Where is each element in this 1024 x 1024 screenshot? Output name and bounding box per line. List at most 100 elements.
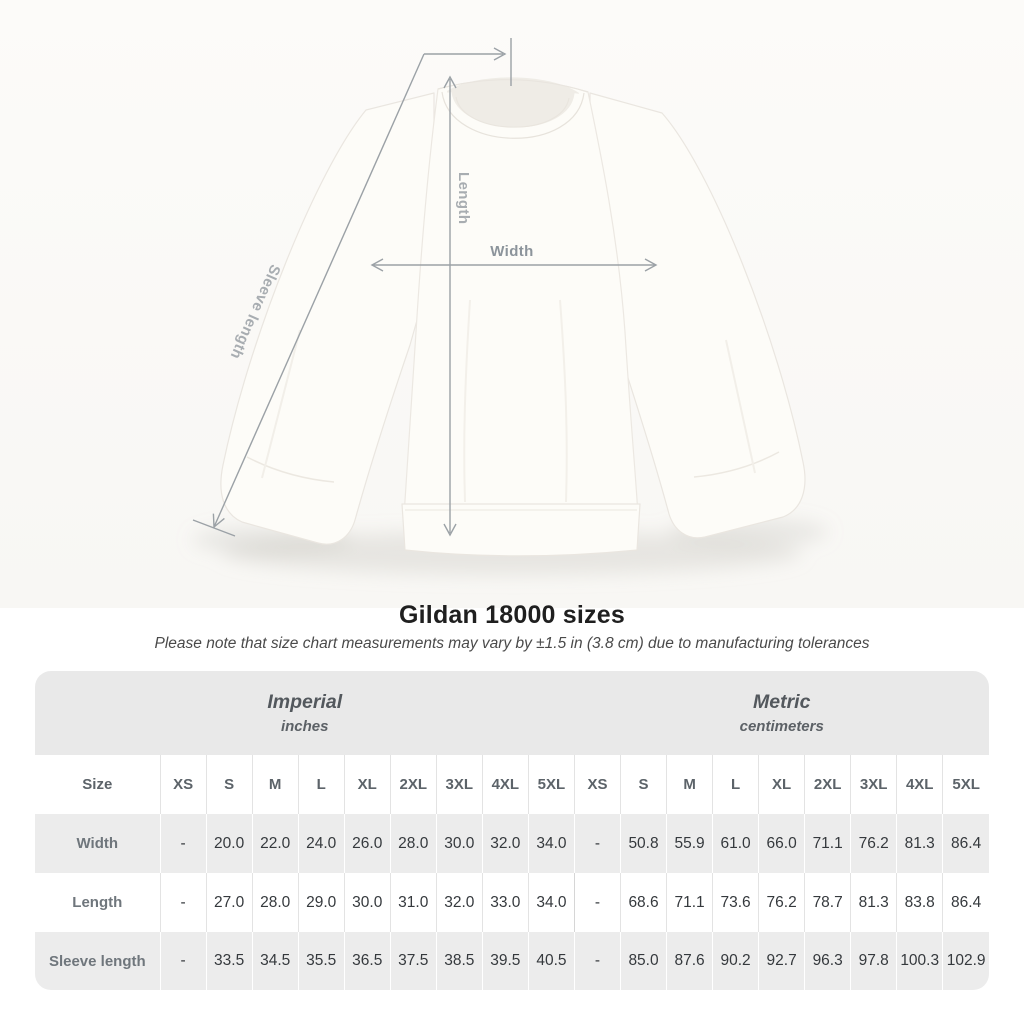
length-arrowhead-bottom-icon (443, 523, 457, 537)
metric-title: Metric (753, 691, 811, 713)
value-cell: 76.2 (850, 814, 897, 873)
value-cell: 30.0 (343, 873, 391, 932)
width-arrowhead-left-icon (370, 258, 384, 272)
width-row: Width - 20.0 22.0 24.0 26.0 28.0 30.0 32… (35, 814, 989, 873)
size-header-imperial: M (251, 755, 299, 814)
value-cell: 39.5 (481, 932, 529, 990)
row-label-sleeve-length: Sleeve length (35, 932, 161, 990)
value-cell: 73.6 (712, 873, 759, 932)
value-cell: 102.9 (942, 932, 989, 990)
size-header-imperial: XS (159, 755, 207, 814)
sleeve-arrowhead-end-icon (212, 513, 225, 529)
value-cell: 86.4 (942, 814, 989, 873)
value-cell: 27.0 (205, 873, 253, 932)
value-cell: 55.9 (666, 814, 713, 873)
value-cell: 71.1 (666, 873, 713, 932)
value-cell: 40.5 (527, 932, 575, 990)
imperial-group-header: Imperial inches (35, 671, 575, 755)
value-cell: 34.0 (527, 873, 575, 932)
size-column-header: Size (35, 755, 161, 814)
value-cell: 81.3 (850, 873, 897, 932)
metric-unit: centimeters (739, 718, 824, 735)
value-cell: 86.4 (942, 873, 989, 932)
product-figure: Length Width Sleeve length (0, 0, 1024, 608)
value-cell: 36.5 (343, 932, 391, 990)
row-label-width: Width (35, 814, 161, 873)
value-cell: 97.8 (850, 932, 897, 990)
value-cell: 100.3 (896, 932, 943, 990)
value-cell: - (573, 814, 621, 873)
value-cell: 35.5 (297, 932, 345, 990)
value-cell: 28.0 (389, 814, 437, 873)
size-header-imperial: S (205, 755, 253, 814)
sweatshirt-diagram: Length Width Sleeve length (0, 0, 1024, 608)
value-cell: 34.0 (527, 814, 575, 873)
row-label-length: Length (35, 873, 161, 932)
value-cell: 83.8 (896, 873, 943, 932)
length-arrowhead-top-icon (443, 75, 457, 89)
value-cell: 85.0 (620, 932, 667, 990)
size-header-metric: M (666, 755, 713, 814)
value-cell: 30.0 (435, 814, 483, 873)
value-cell: 31.0 (389, 873, 437, 932)
value-cell: 20.0 (205, 814, 253, 873)
value-cell: 76.2 (758, 873, 805, 932)
size-header-metric: XS (573, 755, 621, 814)
size-header-metric: 5XL (942, 755, 989, 814)
width-label: Width (490, 243, 534, 260)
value-cell: 34.5 (251, 932, 299, 990)
value-cell: 32.0 (481, 814, 529, 873)
value-cell: 90.2 (712, 932, 759, 990)
value-cell: 81.3 (896, 814, 943, 873)
value-cell: 71.1 (804, 814, 851, 873)
unit-group-row: Imperial inches Metric centimeters (35, 671, 989, 755)
size-header-metric: XL (758, 755, 805, 814)
size-header-imperial: 5XL (527, 755, 575, 814)
size-header-metric: 2XL (804, 755, 851, 814)
size-header-metric: L (712, 755, 759, 814)
value-cell: 92.7 (758, 932, 805, 990)
value-cell: 37.5 (389, 932, 437, 990)
width-arrowhead-right-icon (644, 258, 658, 272)
size-header-metric: S (620, 755, 667, 814)
value-cell: 87.6 (666, 932, 713, 990)
value-cell: 29.0 (297, 873, 345, 932)
value-cell: 26.0 (343, 814, 391, 873)
value-cell: 61.0 (712, 814, 759, 873)
imperial-title: Imperial (267, 691, 343, 713)
size-table-container: Imperial inches Metric centimeters Size … (35, 671, 989, 990)
length-row: Length - 27.0 28.0 29.0 30.0 31.0 32.0 3… (35, 873, 989, 932)
value-cell: 32.0 (435, 873, 483, 932)
value-cell: 50.8 (620, 814, 667, 873)
value-cell: - (573, 932, 621, 990)
size-header-metric: 4XL (896, 755, 943, 814)
sleeve-diagonal-line (213, 53, 425, 528)
value-cell: 33.0 (481, 873, 529, 932)
size-header-imperial: L (297, 755, 345, 814)
size-header-imperial: XL (343, 755, 391, 814)
value-cell: - (159, 873, 207, 932)
tolerance-note: Please note that size chart measurements… (154, 635, 870, 652)
value-cell: 28.0 (251, 873, 299, 932)
sleeve-arrowhead-right-icon (493, 47, 507, 61)
value-cell: - (159, 932, 207, 990)
imperial-unit: inches (280, 718, 329, 735)
size-header-imperial: 4XL (481, 755, 529, 814)
value-cell: 38.5 (435, 932, 483, 990)
value-cell: - (159, 814, 207, 873)
value-cell: 96.3 (804, 932, 851, 990)
value-cell: 78.7 (804, 873, 851, 932)
measurement-lines (192, 38, 658, 537)
size-header-row: Size XS S M L XL 2XL 3XL 4XL 5XL XS S M … (35, 755, 989, 814)
size-header-imperial: 3XL (435, 755, 483, 814)
sleeve-length-row: Sleeve length - 33.5 34.5 35.5 36.5 37.5… (35, 932, 989, 990)
size-header-imperial: 2XL (389, 755, 437, 814)
size-header-metric: 3XL (850, 755, 897, 814)
value-cell: 24.0 (297, 814, 345, 873)
size-table: Imperial inches Metric centimeters Size … (35, 671, 989, 990)
sleeve-end-tick (192, 519, 236, 537)
metric-group-header: Metric centimeters (574, 671, 989, 755)
value-cell: 66.0 (758, 814, 805, 873)
value-cell: 33.5 (205, 932, 253, 990)
